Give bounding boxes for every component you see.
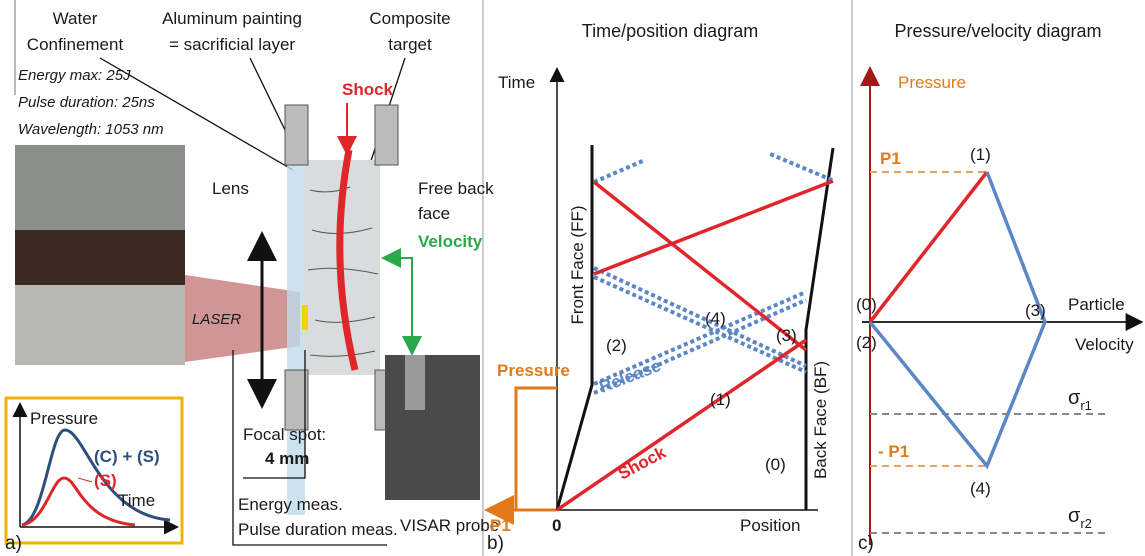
release-wave [769, 152, 833, 182]
state: (1) [710, 390, 731, 409]
label: Front Face (FF) [568, 205, 587, 324]
label: Composite target [369, 9, 450, 54]
label: Free back face [418, 179, 494, 223]
state: (4) [705, 309, 726, 328]
state: (2) [606, 336, 627, 355]
curve-s [21, 476, 136, 527]
bracket [232, 350, 387, 546]
panel-tag: c) [858, 533, 874, 554]
label: Pressure [898, 73, 966, 92]
title: Pressure/velocity diagram [894, 21, 1101, 41]
visar-beam [381, 248, 422, 356]
label: P1 [490, 516, 511, 535]
state: (0) [765, 455, 786, 474]
shock-wave [593, 179, 834, 276]
bracket [243, 350, 306, 479]
label: Pressure [497, 361, 570, 380]
spec: Pulse duration: 25ns [18, 94, 155, 111]
label: Pressure [30, 409, 98, 428]
laser-photo [15, 285, 185, 365]
state: (1) [970, 145, 991, 164]
state: (0) [856, 295, 877, 314]
label: - P1 [878, 442, 909, 461]
velocity: Velocity [418, 232, 483, 251]
label: Energy meas. Pulse duration meas. [238, 495, 398, 539]
label: Release [597, 356, 664, 397]
holder [374, 104, 399, 166]
panel-a: Water Confinement Aluminum painting = sacr… [4, 0, 499, 554]
label: Aluminum painting = sacrificial layer [162, 9, 302, 54]
pressure-pulse [514, 386, 557, 510]
visar-photo [405, 355, 425, 410]
spec: Energy max: 25J [18, 67, 131, 84]
shock: Shock [342, 80, 394, 99]
path [868, 170, 989, 324]
label: Back Face (BF) [811, 361, 830, 479]
title: Time/position diagram [582, 21, 758, 41]
lens: Lens [212, 179, 249, 198]
panel-b: Time/position diagram Time Position Pres… [484, 21, 835, 554]
holder [284, 104, 309, 166]
label: VISAR probe [400, 516, 499, 535]
shock-wave [592, 180, 808, 352]
laser: LASER [192, 311, 241, 328]
label: Particle [1068, 295, 1125, 314]
path [868, 171, 1047, 470]
shock-wave [556, 338, 807, 512]
curve-cs [21, 428, 171, 527]
panel-tag: b) [487, 533, 504, 554]
panel-c: Pressure/velocity diagram Pressure Parti… [856, 21, 1144, 554]
holder [284, 369, 309, 431]
laser-photo [15, 230, 185, 285]
leader [99, 57, 294, 171]
release-wave [593, 298, 807, 395]
sigma: σr2 [1068, 505, 1092, 531]
visar-photo [385, 355, 480, 500]
label: Focal spot: 4 mm [243, 425, 326, 468]
release-wave [593, 266, 807, 368]
label: Time [118, 491, 155, 510]
leader [77, 477, 93, 483]
back-face [804, 147, 835, 510]
label: 0 [552, 516, 561, 535]
label: Position [740, 516, 800, 535]
label: (S) [94, 471, 117, 490]
label: P1 [880, 149, 901, 168]
front-face [555, 145, 594, 511]
label: Shock [615, 443, 669, 484]
state: (3) [776, 326, 797, 345]
state: (4) [970, 479, 991, 498]
label: Time [498, 73, 535, 92]
label: (C) + (S) [94, 447, 160, 466]
shock-front [336, 149, 359, 371]
sacrificial-layer [302, 305, 308, 330]
label: Water Confinement [27, 9, 124, 54]
release-wave [593, 290, 807, 386]
panel-tag: a) [5, 533, 22, 554]
label: Velocity [1075, 335, 1134, 354]
state: (3) [1025, 301, 1046, 320]
sigma: σr1 [1068, 387, 1092, 413]
release-wave [593, 158, 646, 184]
spec: Wavelength: 1053 nm [18, 121, 164, 138]
state: (2) [856, 333, 877, 352]
release-wave [593, 275, 807, 374]
